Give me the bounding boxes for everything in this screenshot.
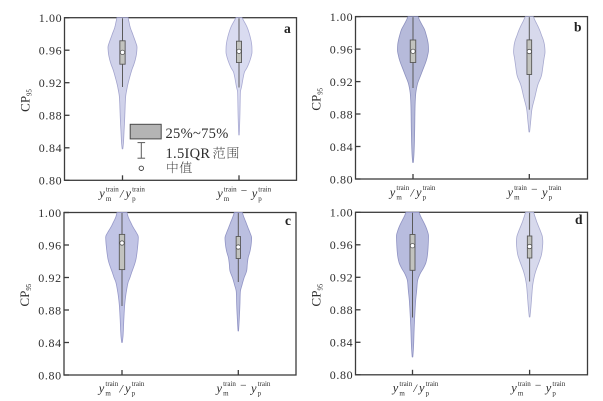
svg-text:25%~75%: 25%~75% [166, 126, 229, 142]
svg-text:train: train [552, 380, 565, 388]
svg-text:1.00: 1.00 [330, 10, 353, 24]
svg-text:p: p [258, 390, 262, 398]
svg-text:0.80: 0.80 [330, 368, 353, 382]
svg-text:0.96: 0.96 [39, 44, 62, 58]
svg-text:y: y [97, 187, 105, 201]
svg-text:train: train [399, 380, 412, 388]
svg-text:y: y [215, 187, 223, 201]
svg-text:p: p [132, 195, 136, 203]
svg-text:y: y [540, 185, 548, 199]
svg-text:0.96: 0.96 [38, 238, 61, 252]
svg-text:y: y [249, 381, 257, 395]
svg-text:0.92: 0.92 [38, 271, 61, 285]
svg-text:train: train [132, 185, 145, 193]
svg-text:1.00: 1.00 [39, 11, 62, 25]
svg-text:1.00: 1.00 [330, 206, 353, 220]
svg-text:/: / [410, 185, 416, 199]
svg-text:m: m [105, 390, 111, 398]
svg-text:p: p [132, 390, 136, 398]
svg-text:0.92: 0.92 [330, 271, 353, 285]
svg-text:train: train [132, 380, 145, 388]
svg-text:b: b [574, 20, 582, 35]
svg-text:y: y [417, 381, 425, 395]
svg-text:y: y [97, 381, 105, 395]
svg-text:p: p [258, 195, 262, 203]
svg-text:y: y [123, 381, 131, 395]
svg-text:/: / [119, 187, 125, 201]
svg-text:m: m [106, 195, 112, 203]
svg-text:0.88: 0.88 [330, 107, 353, 121]
svg-text:m: m [399, 389, 405, 397]
svg-text:y: y [544, 381, 552, 395]
svg-text:p: p [426, 389, 430, 397]
svg-text:d: d [575, 212, 583, 227]
svg-text:1.5IQR: 1.5IQR [166, 146, 211, 162]
svg-text:−: − [241, 185, 248, 197]
svg-text:train: train [518, 380, 531, 388]
svg-text:y: y [414, 185, 422, 199]
svg-text:train: train [106, 185, 119, 193]
svg-text:y: y [388, 185, 396, 199]
svg-text:y: y [391, 381, 399, 395]
svg-text:0.96: 0.96 [330, 238, 353, 252]
svg-text:m: m [514, 194, 520, 202]
svg-text:p: p [552, 389, 556, 397]
svg-text:train: train [549, 184, 562, 192]
svg-text:m: m [396, 194, 402, 202]
svg-text:0.84: 0.84 [38, 336, 61, 350]
svg-text:1.00: 1.00 [38, 206, 61, 220]
svg-text:p: p [549, 194, 553, 202]
svg-text:0.80: 0.80 [38, 368, 61, 382]
svg-text:m: m [223, 390, 229, 398]
svg-text:train: train [396, 184, 409, 192]
svg-text:0.84: 0.84 [39, 141, 62, 155]
svg-text:y: y [124, 187, 132, 201]
svg-text:train: train [258, 185, 271, 193]
svg-text:train: train [423, 184, 436, 192]
svg-text:c: c [285, 213, 291, 228]
svg-text:m: m [224, 195, 230, 203]
svg-text:y: y [215, 381, 223, 395]
svg-text:train: train [224, 185, 237, 193]
svg-text:0.88: 0.88 [330, 303, 353, 317]
svg-text:0.92: 0.92 [330, 75, 353, 89]
svg-text:train: train [105, 380, 118, 388]
svg-text:0.80: 0.80 [39, 174, 62, 188]
svg-text:a: a [284, 21, 291, 36]
svg-text:/: / [413, 381, 419, 395]
svg-text:/: / [119, 381, 125, 395]
svg-text:y: y [506, 185, 514, 199]
svg-text:y: y [250, 187, 258, 201]
svg-text:train: train [223, 380, 236, 388]
svg-text:y: y [509, 381, 517, 395]
svg-text:0.84: 0.84 [330, 140, 353, 154]
svg-text:−: − [240, 380, 247, 392]
svg-text:m: m [518, 389, 524, 397]
svg-text:0.80: 0.80 [330, 172, 353, 186]
svg-text:−: − [531, 184, 538, 196]
svg-text:0.88: 0.88 [39, 109, 62, 123]
svg-text:0.88: 0.88 [38, 303, 61, 317]
svg-text:train: train [258, 380, 271, 388]
svg-text:0.96: 0.96 [330, 42, 353, 56]
svg-text:p: p [423, 194, 427, 202]
svg-text:−: − [535, 380, 542, 392]
svg-text:0.84: 0.84 [330, 336, 353, 350]
svg-text:train: train [426, 380, 439, 388]
svg-text:0.92: 0.92 [39, 76, 62, 90]
svg-text:train: train [514, 184, 527, 192]
